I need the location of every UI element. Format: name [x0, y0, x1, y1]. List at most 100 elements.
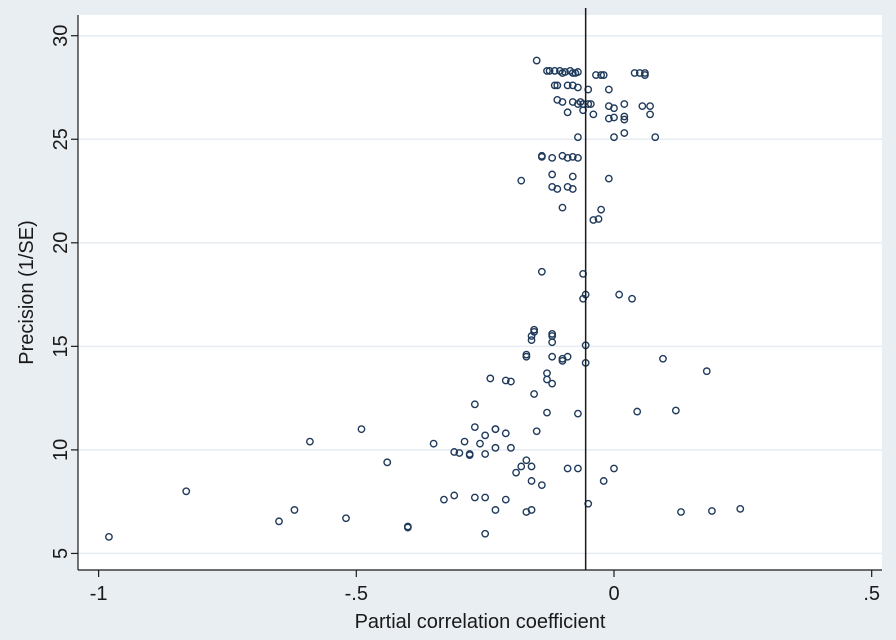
data-point	[543, 408, 551, 417]
data-point	[532, 427, 541, 436]
data-point	[646, 110, 654, 119]
data-point	[563, 464, 572, 473]
data-point	[357, 425, 366, 434]
data-point	[597, 71, 606, 79]
data-point	[610, 464, 618, 473]
data-point	[512, 468, 520, 477]
y-tick-label: 5	[50, 548, 72, 559]
x-tick-label: -1	[90, 583, 108, 605]
data-point	[383, 458, 392, 467]
y-axis-title: Precision (1/SE)	[16, 220, 38, 365]
data-point	[597, 205, 606, 214]
data-point	[403, 523, 412, 532]
data-point	[574, 83, 582, 92]
x-axis-title: Partial correlation coefficient	[355, 611, 606, 633]
data-point	[548, 153, 557, 162]
data-point	[517, 176, 526, 185]
data-point	[594, 215, 603, 223]
data-point	[440, 495, 448, 504]
data-point	[306, 437, 314, 446]
data-point	[501, 429, 510, 438]
data-point	[550, 81, 559, 90]
data-point	[450, 448, 459, 456]
data-point	[450, 491, 459, 500]
data-point	[610, 133, 618, 142]
data-point	[589, 216, 598, 224]
data-point	[275, 517, 283, 526]
y-tick-label: 25	[50, 128, 72, 150]
y-tick-label: 10	[50, 439, 72, 461]
data-point	[481, 529, 490, 538]
data-point	[561, 68, 569, 76]
data-point	[563, 153, 572, 162]
data-point	[486, 374, 495, 383]
data-point	[736, 505, 745, 513]
data-point	[491, 506, 500, 514]
data-point	[633, 407, 642, 416]
data-point	[604, 174, 613, 183]
y-tick-label: 20	[50, 232, 72, 254]
data-point	[599, 71, 608, 79]
data-point	[543, 369, 551, 378]
y-axis-ticks: 5 10 15 20 25 30	[50, 25, 78, 559]
data-point	[553, 185, 562, 193]
data-point	[455, 449, 464, 457]
data-point	[563, 108, 572, 117]
data-point	[574, 133, 582, 142]
x-tick-label: .5	[863, 583, 880, 605]
data-point	[553, 81, 562, 90]
y-tick-label: 15	[50, 335, 72, 357]
data-point	[563, 81, 572, 90]
data-point	[615, 290, 624, 299]
data-point	[527, 506, 536, 514]
data-point	[527, 477, 536, 485]
x-tick-label: 0	[608, 583, 619, 605]
data-point	[568, 185, 577, 193]
x-tick-label: -.5	[345, 583, 368, 605]
data-point	[501, 495, 510, 504]
data-point	[589, 110, 598, 119]
data-point	[527, 336, 536, 345]
data-point	[548, 352, 557, 361]
data-point	[507, 377, 515, 386]
y-tick-label: 30	[50, 25, 72, 47]
data-points	[105, 56, 745, 541]
data-point	[574, 153, 582, 162]
data-point	[558, 203, 567, 212]
data-point	[465, 450, 474, 458]
data-point	[105, 532, 113, 541]
data-point	[604, 85, 613, 94]
data-point	[620, 100, 629, 108]
data-point	[290, 506, 299, 514]
data-point	[651, 133, 660, 142]
data-point	[548, 379, 557, 388]
data-point	[641, 69, 649, 77]
data-point	[620, 115, 629, 124]
data-point	[671, 406, 680, 415]
data-point	[470, 400, 479, 409]
data-point	[563, 352, 572, 361]
data-point	[527, 462, 536, 471]
data-point	[537, 152, 546, 161]
data-point	[638, 102, 647, 111]
data-point	[610, 113, 618, 122]
data-point	[677, 508, 685, 516]
data-point	[470, 423, 479, 432]
data-point	[537, 267, 546, 276]
data-point	[568, 152, 577, 161]
data-point	[548, 330, 557, 338]
data-point	[646, 102, 654, 111]
data-point	[604, 114, 613, 123]
data-point	[481, 493, 490, 502]
data-point	[574, 68, 582, 76]
data-point	[537, 481, 546, 489]
data-point	[558, 98, 567, 106]
data-point	[491, 425, 500, 434]
data-point	[517, 462, 526, 471]
data-point	[530, 390, 539, 398]
x-axis-ticks: -1 -.5 0 .5	[90, 570, 880, 605]
data-point	[610, 104, 618, 113]
data-point	[481, 431, 490, 440]
data-point	[568, 69, 577, 77]
